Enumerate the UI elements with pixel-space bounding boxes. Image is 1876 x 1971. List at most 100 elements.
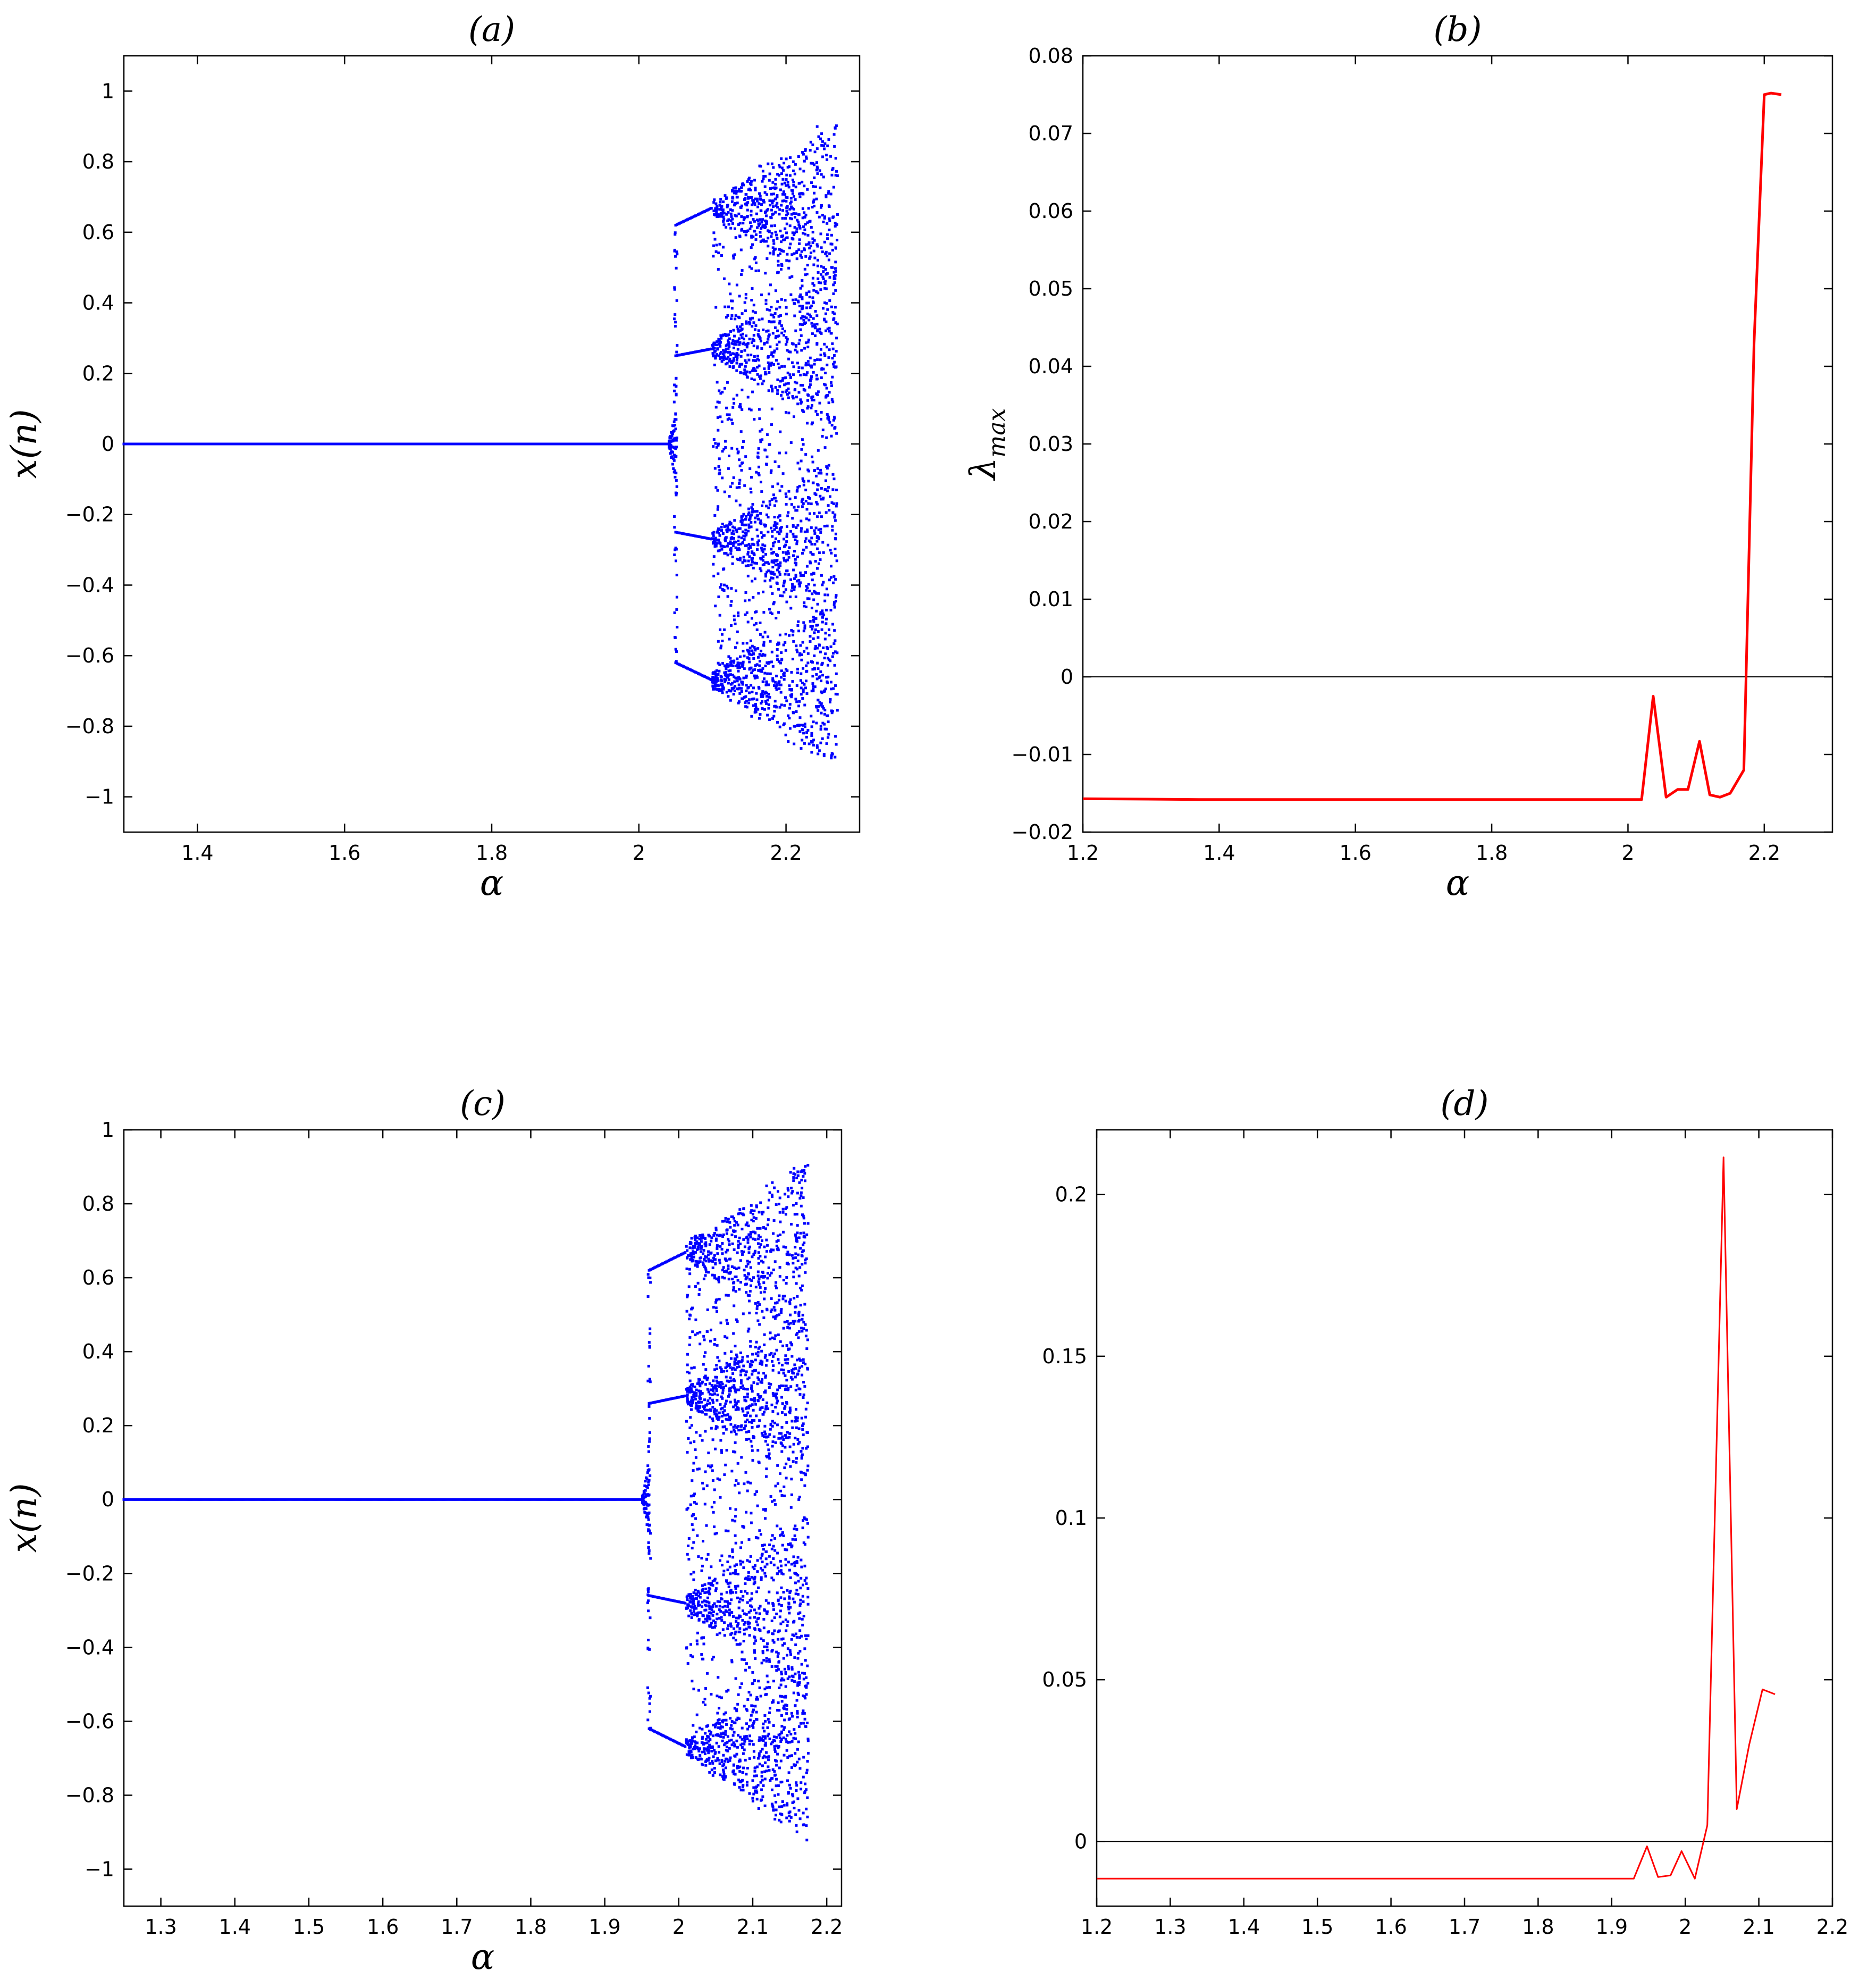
data-point	[715, 1379, 718, 1382]
data-point	[795, 250, 798, 253]
data-point	[834, 306, 837, 309]
data-point	[771, 535, 774, 538]
y-axis-label: λmax	[963, 408, 1011, 482]
data-point	[783, 678, 786, 681]
data-point	[825, 480, 827, 482]
data-point	[697, 1389, 701, 1393]
data-point	[762, 500, 765, 504]
x-tick-label: 1.6	[367, 1915, 399, 1939]
data-point	[725, 197, 728, 200]
data-point	[826, 144, 829, 147]
data-point	[725, 529, 728, 532]
data-point	[742, 650, 745, 653]
data-point	[761, 170, 764, 173]
data-point	[790, 361, 794, 364]
data-point	[814, 493, 818, 496]
x-tick-label: 1.2	[1067, 841, 1099, 865]
data-point	[715, 446, 718, 449]
y-tick-label: 0	[102, 1488, 114, 1511]
data-point	[752, 704, 755, 707]
data-point	[823, 690, 826, 693]
data-point	[750, 514, 753, 517]
data-point	[777, 271, 780, 274]
data-point	[733, 353, 736, 356]
data-point	[778, 1687, 781, 1689]
data-point	[696, 1263, 699, 1266]
data-point	[798, 1393, 802, 1396]
data-point	[727, 689, 730, 692]
data-point	[704, 1600, 708, 1603]
data-point	[806, 233, 810, 237]
data-point	[768, 172, 771, 175]
data-point	[797, 342, 801, 345]
data-point	[714, 1759, 717, 1763]
data-point	[780, 240, 783, 244]
data-point	[742, 440, 745, 443]
data-point	[644, 1500, 647, 1504]
data-point	[834, 554, 837, 557]
data-point	[745, 700, 748, 702]
data-point	[731, 189, 734, 192]
data-point	[810, 573, 813, 576]
data-point	[749, 1693, 752, 1697]
data-point	[804, 540, 807, 543]
data-point	[735, 499, 738, 502]
data-point	[777, 363, 780, 365]
data-point	[811, 675, 814, 678]
data-point	[834, 222, 837, 225]
data-point	[824, 372, 827, 374]
data-point	[733, 357, 735, 360]
data-point	[672, 400, 676, 404]
data-point	[756, 197, 759, 200]
data-point	[714, 250, 718, 253]
data-point	[758, 1395, 761, 1398]
data-point	[827, 675, 830, 678]
data-point	[766, 1223, 769, 1227]
data-point	[814, 410, 818, 413]
data-point	[823, 342, 826, 346]
data-point	[760, 549, 763, 552]
data-point	[744, 613, 747, 616]
data-point	[818, 562, 820, 565]
data-point	[736, 328, 739, 331]
data-point	[648, 1417, 651, 1420]
data-point	[768, 364, 771, 367]
data-point	[816, 172, 819, 175]
data-point	[763, 240, 766, 243]
data-point	[820, 574, 823, 577]
data-point	[784, 573, 787, 576]
data-point	[720, 675, 723, 678]
data-point	[726, 204, 729, 207]
data-point	[731, 1372, 735, 1375]
data-point	[761, 635, 764, 639]
data-point	[785, 313, 788, 316]
data-point	[815, 535, 819, 538]
data-point	[803, 322, 806, 325]
data-point	[717, 465, 720, 468]
data-point	[724, 1760, 727, 1763]
data-point	[786, 371, 789, 374]
data-point	[740, 273, 743, 276]
data-point	[690, 1256, 693, 1260]
data-point	[817, 630, 820, 633]
data-point	[759, 218, 762, 221]
data-point	[813, 647, 817, 650]
data-point	[730, 307, 734, 310]
data-point	[738, 1288, 741, 1291]
data-point	[772, 715, 776, 718]
data-point	[757, 517, 760, 521]
data-point	[697, 1600, 700, 1603]
data-point	[724, 673, 727, 676]
data-point	[739, 1351, 742, 1354]
data-point	[738, 686, 741, 690]
data-point	[819, 531, 822, 534]
data-point	[822, 581, 825, 584]
data-point	[718, 204, 721, 207]
data-point	[693, 1395, 696, 1398]
data-point	[721, 1397, 724, 1400]
data-point	[769, 1707, 771, 1710]
data-point	[740, 518, 743, 521]
data-point	[675, 439, 678, 442]
data-point	[835, 365, 838, 368]
data-point	[771, 187, 774, 190]
